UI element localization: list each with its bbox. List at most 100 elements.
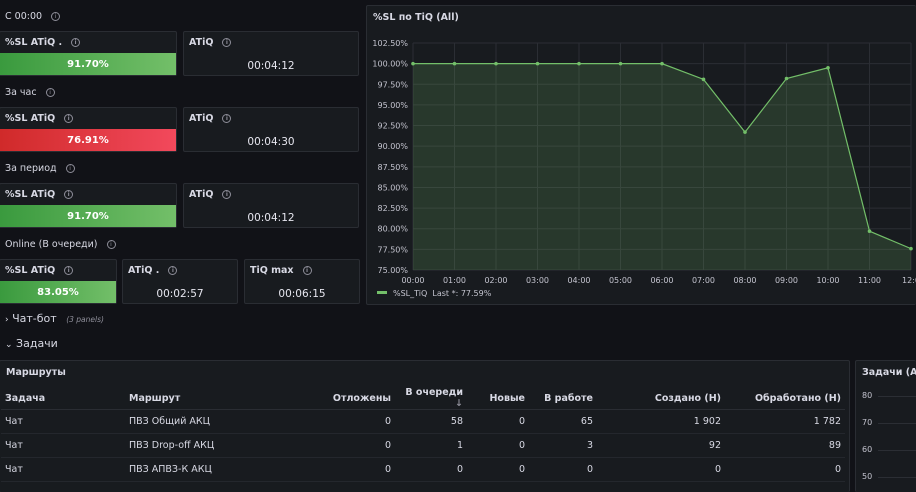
- stat-panel-sl-3[interactable]: %SL ATiQ i 91.70%: [0, 183, 177, 228]
- table-cell: 1 782: [725, 409, 845, 434]
- stat-value-bar: 76.91%: [0, 129, 176, 151]
- legend-series-name: %SL_TiQ: [393, 289, 428, 298]
- panel-title: ATiQ i: [189, 113, 232, 124]
- stat-panel-atiq-1[interactable]: ATiQ i 00:04:12: [183, 31, 359, 76]
- info-icon[interactable]: i: [45, 88, 55, 97]
- col-header-route[interactable]: Маршрут: [125, 387, 295, 410]
- side-y-tick-label: 70: [862, 418, 873, 427]
- x-tick-label: 02:00: [484, 276, 507, 285]
- side-grid-line: [878, 477, 916, 478]
- panel-title: %SL ATiQ i: [5, 189, 74, 200]
- chart-panel[interactable]: %SL по TiQ (All) 75.00% 77.50% 80.00% 82.50…: [366, 5, 916, 305]
- x-tick-label: 00:00: [401, 276, 424, 285]
- table-cell: Чат: [1, 409, 125, 434]
- info-icon[interactable]: i: [65, 164, 75, 173]
- col-header-postponed[interactable]: Отложены: [295, 387, 395, 410]
- info-icon[interactable]: i: [64, 190, 74, 199]
- stat-panel-sl-4[interactable]: %SL ATiQ i 83.05%: [0, 259, 117, 304]
- col-header-in-work[interactable]: В работе: [529, 387, 597, 410]
- y-tick-label: 77.50%: [377, 245, 408, 254]
- stat-value-bar: 91.70%: [0, 205, 176, 227]
- col-header-in-queue[interactable]: В очереди ↓: [395, 387, 467, 410]
- chart-legend[interactable]: %SL_TiQ Last *: 77.59%: [377, 289, 491, 298]
- routes-table: Задача Маршрут Отложены В очереди ↓ Новы…: [1, 387, 845, 482]
- x-tick-label: 04:00: [567, 276, 590, 285]
- data-point: [660, 61, 664, 66]
- table-cell: ПВЗ АПВЗ-К АКЦ: [125, 457, 295, 482]
- data-point: [411, 61, 415, 66]
- table-cell: 65: [529, 409, 597, 434]
- info-icon[interactable]: i: [64, 266, 74, 275]
- line-chart[interactable]: 75.00% 77.50% 80.00% 82.50% 85.00% 87.50% 90.0…: [367, 6, 916, 306]
- col-header-created[interactable]: Создано (Н): [597, 387, 725, 410]
- y-tick-label: 97.50%: [377, 80, 408, 89]
- stat-panel-atiq-4[interactable]: ATiQ .i 00:02:57: [122, 259, 238, 304]
- side-chart-title: Задачи (All): [862, 367, 916, 378]
- side-y-tick-label: 80: [862, 391, 873, 400]
- info-icon[interactable]: i: [71, 38, 81, 47]
- info-icon[interactable]: i: [222, 114, 232, 123]
- info-icon[interactable]: i: [222, 38, 232, 47]
- table-cell: 0: [529, 457, 597, 482]
- table-cell: ПВЗ Drop-off АКЦ: [125, 433, 295, 458]
- table-cell: 0: [597, 457, 725, 482]
- stat-panel-atiq-3[interactable]: ATiQ i 00:04:12: [183, 183, 359, 228]
- stat-value: 00:06:15: [278, 288, 326, 300]
- panel-title: %SL ATiQ i: [5, 113, 74, 124]
- panel-title: ATiQ i: [189, 37, 232, 48]
- panel-title: TiQ max i: [250, 265, 312, 276]
- info-icon[interactable]: i: [64, 114, 74, 123]
- table-cell: 0: [295, 457, 395, 482]
- section-label-hour: За час i: [5, 87, 55, 98]
- panel-count: (3 panels): [66, 315, 104, 324]
- table-cell: 0: [295, 409, 395, 434]
- info-icon[interactable]: i: [106, 240, 116, 249]
- row-header-chatbot[interactable]: › Чат-бот (3 panels): [5, 312, 104, 325]
- y-tick-label: 85.00%: [377, 183, 408, 192]
- col-header-task[interactable]: Задача: [1, 387, 125, 410]
- stat-value-bar: 91.70%: [0, 53, 176, 75]
- stat-panel-atiq-2[interactable]: ATiQ i 00:04:30: [183, 107, 359, 152]
- stat-panel-sl-1[interactable]: %SL ATiQ .i 91.70%: [0, 31, 177, 76]
- info-icon[interactable]: i: [168, 266, 178, 275]
- side-grid-line: [878, 396, 916, 397]
- data-point: [452, 61, 457, 66]
- data-point: [494, 61, 498, 66]
- series-area: [413, 63, 911, 270]
- table-cell: 89: [725, 433, 845, 458]
- info-icon[interactable]: i: [51, 12, 61, 21]
- col-header-processed[interactable]: Обработано (Н): [725, 387, 845, 410]
- data-point: [826, 65, 830, 70]
- sort-desc-icon: ↓: [455, 398, 463, 409]
- table-cell: 58: [395, 409, 467, 434]
- col-header-new[interactable]: Новые: [467, 387, 529, 410]
- data-point: [577, 61, 581, 66]
- panel-title: %SL ATiQ i: [5, 265, 74, 276]
- table-cell: 92: [597, 433, 725, 458]
- chevron-down-icon: ⌄: [5, 340, 13, 350]
- row-header-tasks[interactable]: ⌄ Задачи: [5, 337, 58, 350]
- stat-panel-tiq-max[interactable]: TiQ max i 00:06:15: [244, 259, 360, 304]
- data-point: [743, 130, 747, 134]
- x-tick-label: 05:00: [609, 276, 632, 285]
- table-cell: 0: [467, 409, 529, 434]
- legend-swatch: [377, 291, 387, 294]
- x-tick-label: 11:00: [858, 276, 881, 285]
- y-tick-label: 102.50%: [372, 39, 408, 48]
- section-label-online: Online (В очереди) i: [5, 239, 116, 250]
- x-tick-label: 06:00: [650, 276, 673, 285]
- y-tick-label: 100.00%: [372, 60, 408, 69]
- x-tick-label: 12:0: [902, 276, 916, 285]
- table-cell: 0: [725, 457, 845, 482]
- stat-panel-sl-2[interactable]: %SL ATiQ i 76.91%: [0, 107, 177, 152]
- side-chart-panel[interactable]: Задачи (All) 80 70 60 50: [855, 360, 916, 492]
- info-icon[interactable]: i: [222, 190, 232, 199]
- y-tick-label: 75.00%: [377, 266, 408, 275]
- x-tick-label: 09:00: [775, 276, 798, 285]
- table-cell: 0: [295, 433, 395, 458]
- info-icon[interactable]: i: [302, 266, 312, 275]
- table-cell: 0: [395, 457, 467, 482]
- x-tick-label: 10:00: [816, 276, 839, 285]
- y-tick-label: 80.00%: [377, 225, 408, 234]
- x-tick-label: 01:00: [443, 276, 466, 285]
